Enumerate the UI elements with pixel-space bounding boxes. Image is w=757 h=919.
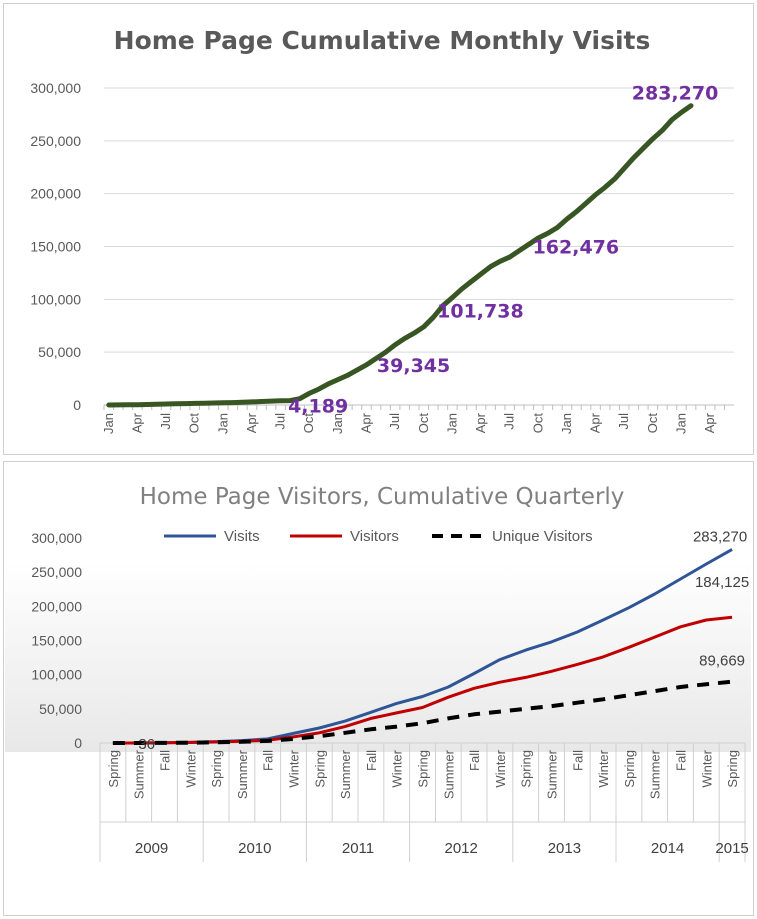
- x-tick-label: Oct: [645, 413, 660, 434]
- category-label: Fall: [261, 750, 276, 771]
- category-label: Fall: [158, 750, 173, 771]
- plot-background: [5, 562, 751, 752]
- category-label: Summer: [545, 749, 560, 799]
- category-label: Winter: [699, 749, 714, 787]
- x-tick-label: Oct: [187, 413, 202, 434]
- x-tick-label: Jul: [502, 413, 517, 430]
- category-label: Winter: [390, 749, 405, 787]
- monthly-visits-chart: Home Page Cumulative Monthly Visits 0 50,…: [30, 26, 734, 434]
- x-tick-label: Apr: [129, 412, 144, 433]
- y-tick-label: 200,000: [31, 598, 82, 614]
- monthly-visits-chart-panel: Home Page Cumulative Monthly Visits 0 50,…: [3, 3, 754, 455]
- series-line-visitors: [112, 615, 733, 745]
- category-label: Spring: [725, 750, 740, 788]
- y-tick-label: 150,000: [30, 239, 81, 255]
- x-tick-label: Jan: [215, 413, 230, 434]
- category-label: Summer: [648, 749, 663, 799]
- category-label: Spring: [106, 750, 121, 788]
- category-label: Spring: [622, 750, 637, 788]
- y-tick-label: 300,000: [30, 80, 81, 96]
- y-tick-label: 0: [73, 397, 81, 413]
- y-tick-label: 50,000: [39, 701, 82, 717]
- quarterly-visitors-chart-panel: Home Page Visitors, Cumulative Quarterly…: [3, 461, 754, 916]
- y-tick-label: 50,000: [38, 344, 81, 360]
- y-tick-label: 300,000: [31, 530, 82, 546]
- category-label: Fall: [364, 750, 379, 771]
- x-tick-label: Jan: [559, 413, 574, 434]
- category-label: Spring: [519, 750, 534, 788]
- x-tick-label: Apr: [702, 412, 717, 433]
- category-label: Winter: [287, 749, 302, 787]
- year-label: 2013: [548, 840, 581, 857]
- legend-label: Visits: [224, 528, 260, 545]
- category-label: Summer: [132, 749, 147, 799]
- data-label: 39,345: [377, 355, 450, 377]
- x-tick-label: Oct: [530, 413, 545, 434]
- category-label: Summer: [235, 749, 250, 799]
- x-tick-label: Jan: [330, 413, 345, 434]
- chart-title: Home Page Cumulative Monthly Visits: [114, 26, 651, 55]
- chart-title: Home Page Visitors, Cumulative Quarterly: [140, 484, 625, 510]
- x-tick-label: Apr: [473, 412, 488, 433]
- data-label: 283,270: [693, 528, 747, 545]
- year-label: 2011: [342, 840, 374, 857]
- series-line-cumulative-visits: [106, 103, 694, 408]
- x-tick-label: Jul: [158, 413, 173, 430]
- category-label: Spring: [416, 750, 431, 788]
- category-label: Fall: [674, 750, 689, 771]
- year-label: 2014: [651, 840, 684, 857]
- x-tick-label: Oct: [416, 413, 431, 434]
- x-tick-label: Apr: [359, 412, 374, 433]
- y-tick-label: 100,000: [30, 291, 81, 307]
- x-tick-label: Apr: [588, 412, 603, 433]
- category-label: Winter: [493, 749, 508, 787]
- category-label: Winter: [183, 749, 198, 787]
- y-tick-label: 250,000: [30, 133, 81, 149]
- data-label: 162,476: [533, 236, 620, 258]
- data-label: 36: [138, 736, 155, 753]
- y-tick-label: 150,000: [31, 633, 82, 649]
- x-tick-label: Jul: [387, 413, 402, 430]
- category-label: Fall: [467, 750, 482, 771]
- data-label: 89,669: [699, 653, 745, 670]
- x-tick-label: Oct: [301, 413, 316, 434]
- category-label: Spring: [209, 750, 224, 788]
- x-tick-label: Jan: [101, 413, 116, 434]
- y-tick-label: 0: [74, 735, 82, 751]
- quarterly-visitors-chart: Home Page Visitors, Cumulative Quarterly…: [5, 484, 751, 862]
- category-label: Summer: [338, 749, 353, 799]
- category-label: Winter: [596, 749, 611, 787]
- category-label: Summer: [441, 749, 456, 799]
- y-tick-label: 250,000: [31, 564, 82, 580]
- year-label: 2015: [715, 840, 748, 857]
- x-tick-label: Jul: [616, 413, 631, 430]
- x-tick-label: Jan: [674, 413, 689, 434]
- data-label: 184,125: [695, 574, 749, 591]
- x-tick-label: Jan: [444, 413, 459, 434]
- category-label: Fall: [570, 750, 585, 771]
- year-label: 2009: [135, 840, 168, 857]
- data-label: 101,738: [437, 300, 524, 322]
- y-tick-label: 100,000: [31, 667, 82, 683]
- data-label: 283,270: [632, 83, 719, 105]
- x-tick-label: Jul: [273, 413, 288, 430]
- category-label: Spring: [312, 750, 327, 788]
- legend-label: Unique Visitors: [492, 528, 593, 545]
- legend-label: Visitors: [350, 528, 399, 545]
- year-label: 2012: [445, 840, 478, 857]
- year-label: 2010: [238, 840, 271, 857]
- data-label: 4,189: [288, 396, 348, 418]
- x-tick-label: Apr: [244, 412, 259, 433]
- y-tick-label: 200,000: [30, 186, 81, 202]
